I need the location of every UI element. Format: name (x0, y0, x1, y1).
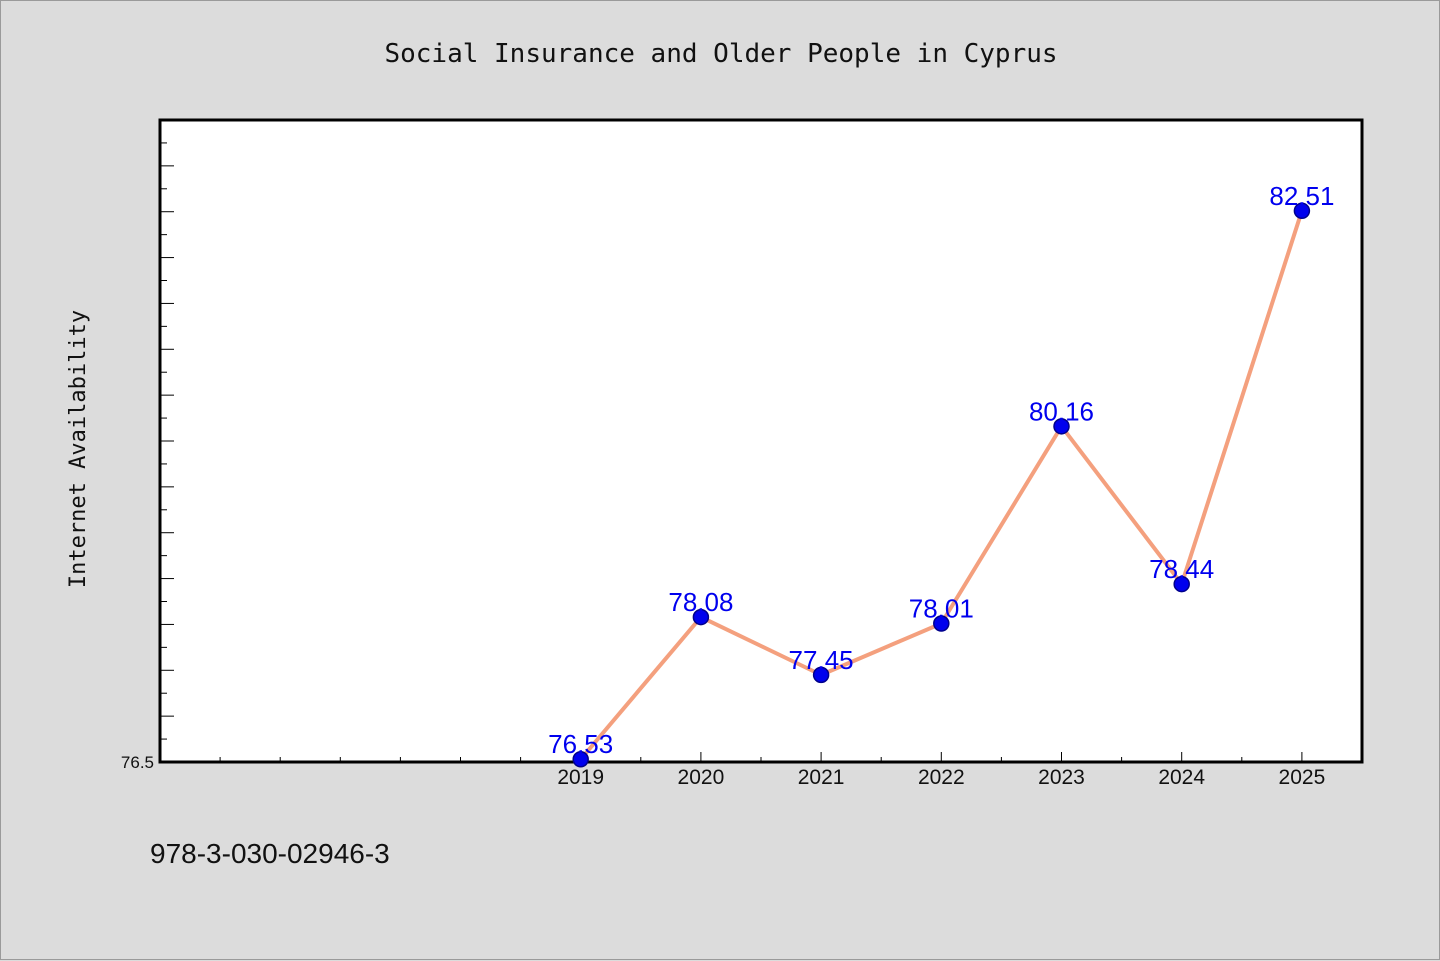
data-label-group: 76.53 78.08 77.45 78.01 80.16 78.44 82.51 (548, 181, 1334, 759)
x-tick-label: 2019 (557, 766, 604, 789)
x-tick-label: 2021 (798, 766, 845, 789)
x-tick-label: 2022 (918, 766, 965, 789)
x-tick-label: 2020 (678, 766, 725, 789)
data-point (692, 608, 710, 626)
data-label: 78.01 (909, 594, 974, 624)
data-point (1293, 202, 1311, 220)
x-tick-labels: 2019 2020 2021 2022 2023 2024 2025 (557, 766, 1325, 789)
data-point (1173, 575, 1190, 593)
data-point (572, 750, 589, 768)
chart-title: Social Insurance and Older People in Cyp… (384, 39, 1057, 69)
data-point (1053, 418, 1070, 435)
x-tick-label: 2025 (1279, 766, 1326, 789)
data-point (933, 615, 950, 632)
isbn-text: 978-3-030-02946-3 (150, 838, 390, 869)
data-label: 82.51 (1269, 181, 1334, 211)
x-tick-label: 2024 (1158, 766, 1205, 789)
axis-ticks (160, 142, 1303, 762)
data-label: 77.45 (789, 645, 854, 675)
data-point (812, 666, 830, 684)
y-tick-label: 76.5 (121, 753, 154, 772)
data-label: 78.44 (1149, 554, 1214, 584)
plot-area (158, 118, 1364, 764)
data-label: 78.08 (668, 587, 733, 617)
data-label: 76.53 (548, 729, 613, 759)
data-point-group (572, 202, 1311, 768)
y-tick-labels: 76.5 (121, 753, 154, 772)
y-axis-label: Internet Availability (66, 310, 91, 588)
data-label: 80.16 (1029, 396, 1094, 426)
x-tick-label: 2023 (1038, 766, 1085, 789)
